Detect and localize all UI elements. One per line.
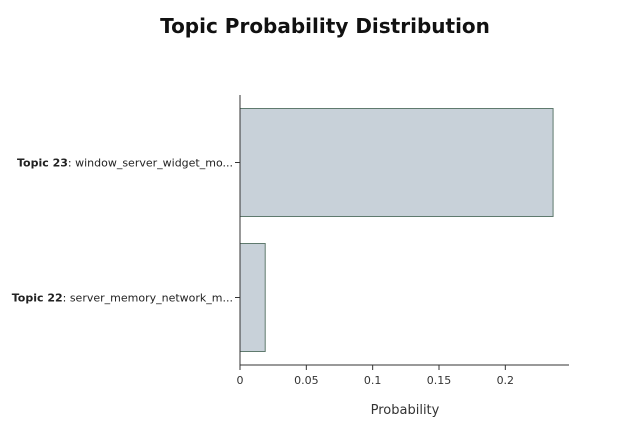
chart-title: Topic Probability Distribution [160,14,490,38]
x-tick-label: 0 [237,374,244,387]
y-tick-labels: Topic 23: window_server_widget_mo...Topi… [12,157,240,305]
y-tick-label: Topic 22: server_memory_network_m... [12,292,233,305]
topic-name: : server_memory_network_m... [63,292,233,305]
y-tick-label: Topic 23: window_server_widget_mo... [17,157,233,170]
x-tick-label: 0.05 [294,374,319,387]
topic-id: Topic 23 [17,157,68,170]
x-tick-label: 0.2 [497,374,515,387]
x-ticks: 0 0.05 0.1 0.15 0.2 [237,365,515,387]
bar-topic-22 [239,243,266,352]
bar-topic-23 [239,108,554,217]
bars-group [239,108,554,352]
x-axis-title: Probability [371,403,440,418]
topic-name: : window_server_widget_mo... [68,157,233,170]
x-tick-label: 0.1 [364,374,382,387]
topic-id: Topic 22 [12,292,63,305]
x-tick-label: 0.15 [427,374,452,387]
